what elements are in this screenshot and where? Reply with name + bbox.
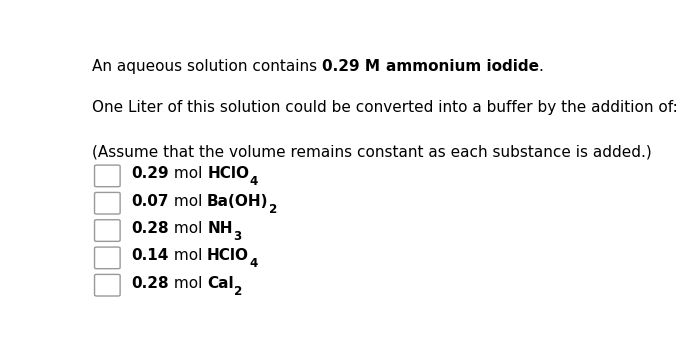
Text: mol: mol [169, 166, 207, 182]
Text: (Assume that the volume remains constant as each substance is added.): (Assume that the volume remains constant… [92, 145, 652, 160]
Text: 4: 4 [249, 175, 257, 188]
Text: 0.29 M: 0.29 M [323, 59, 386, 74]
FancyBboxPatch shape [94, 247, 120, 269]
FancyBboxPatch shape [94, 165, 120, 187]
Text: HClO: HClO [207, 166, 249, 182]
FancyBboxPatch shape [94, 192, 120, 214]
FancyBboxPatch shape [94, 220, 120, 241]
Text: ammonium iodide: ammonium iodide [386, 59, 539, 74]
Text: 4: 4 [249, 257, 257, 270]
FancyBboxPatch shape [94, 274, 120, 296]
Text: .: . [539, 59, 544, 74]
Text: 0.29: 0.29 [131, 166, 169, 182]
Text: Cal: Cal [207, 276, 234, 291]
Text: One Liter of this solution could be converted into a buffer by the addition of:: One Liter of this solution could be conv… [92, 100, 678, 115]
Text: 0.07: 0.07 [131, 194, 169, 209]
Text: 0.28: 0.28 [131, 276, 169, 291]
Text: 0.14: 0.14 [131, 248, 169, 263]
Text: An aqueous solution contains: An aqueous solution contains [92, 59, 323, 74]
Text: mol: mol [169, 276, 207, 291]
Text: 3: 3 [233, 230, 241, 243]
Text: mol: mol [169, 194, 207, 209]
Text: HClO: HClO [207, 248, 249, 263]
Text: mol: mol [169, 221, 207, 236]
Text: 2: 2 [268, 202, 277, 216]
Text: 2: 2 [234, 285, 242, 297]
Text: 0.28: 0.28 [131, 221, 169, 236]
Text: NH: NH [207, 221, 233, 236]
Text: mol: mol [169, 248, 207, 263]
Text: Ba(OH): Ba(OH) [207, 194, 268, 209]
